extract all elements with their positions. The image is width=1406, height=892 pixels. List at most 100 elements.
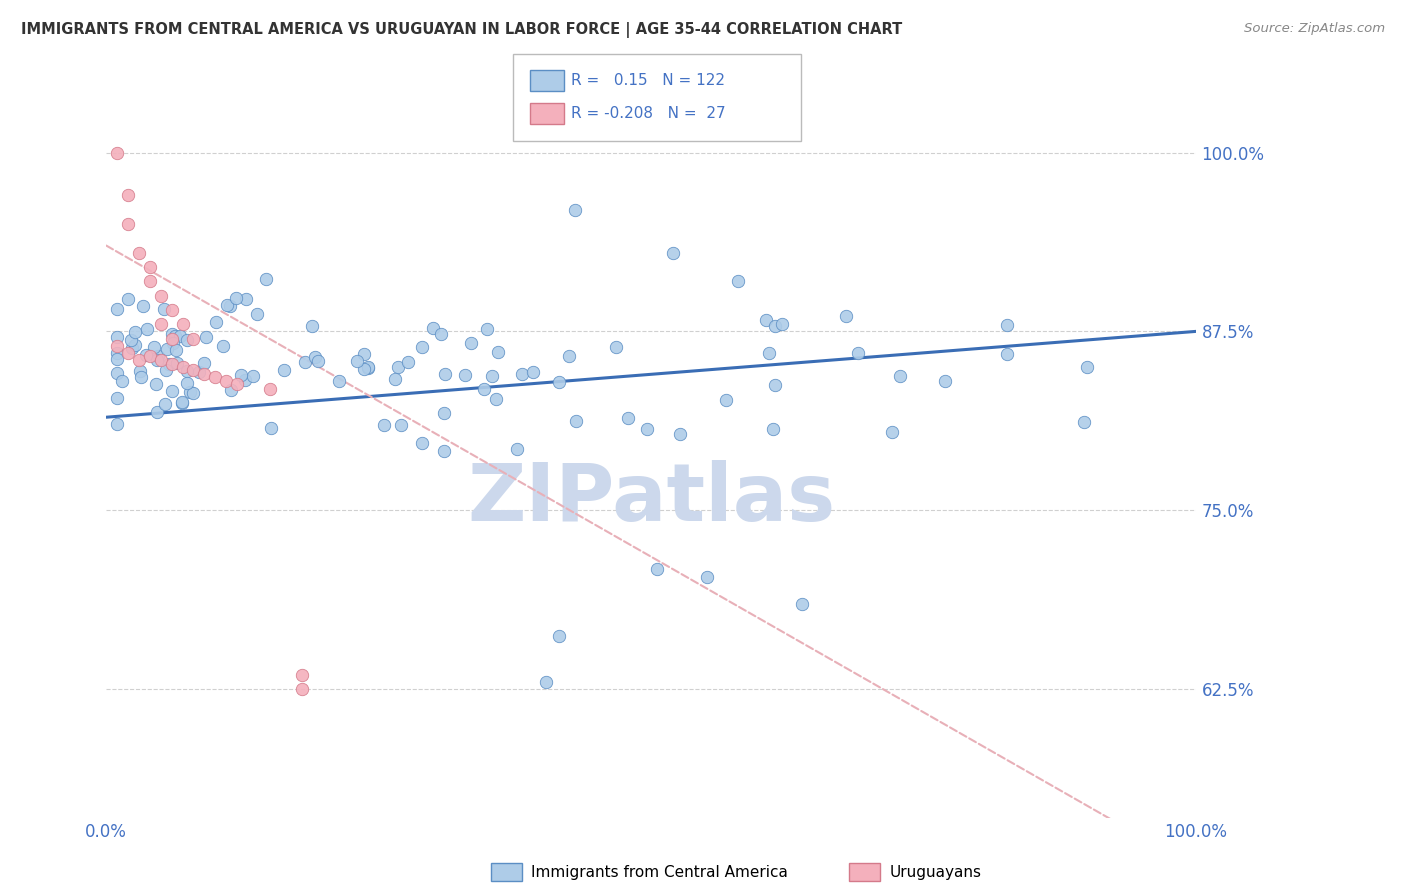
Point bbox=[169, 328, 191, 343]
Point bbox=[792, 597, 814, 611]
Point bbox=[763, 378, 786, 392]
Point bbox=[219, 300, 242, 314]
Point bbox=[254, 272, 277, 286]
Point bbox=[146, 353, 169, 368]
Point bbox=[117, 188, 139, 202]
Point bbox=[215, 298, 238, 312]
Point bbox=[934, 375, 956, 389]
Point bbox=[187, 365, 209, 379]
Point bbox=[548, 629, 571, 643]
Point bbox=[434, 367, 457, 381]
Point bbox=[727, 274, 749, 288]
Point bbox=[565, 414, 588, 428]
Point bbox=[183, 332, 205, 346]
Point bbox=[124, 325, 146, 339]
Point bbox=[172, 318, 194, 332]
Point bbox=[176, 364, 198, 378]
Point bbox=[433, 406, 456, 420]
Point bbox=[846, 346, 869, 360]
Point bbox=[997, 347, 1019, 361]
Point bbox=[170, 395, 193, 409]
Point bbox=[889, 368, 911, 383]
Point bbox=[433, 444, 456, 458]
Point bbox=[242, 369, 264, 384]
Point bbox=[1076, 360, 1098, 375]
Point bbox=[105, 417, 128, 431]
Text: R =   0.15   N = 122: R = 0.15 N = 122 bbox=[571, 73, 725, 87]
Point bbox=[294, 355, 316, 369]
Point bbox=[121, 341, 143, 355]
Point bbox=[153, 397, 176, 411]
Point bbox=[304, 350, 326, 364]
Point bbox=[356, 359, 378, 374]
Point bbox=[353, 361, 375, 376]
Point bbox=[131, 370, 153, 384]
Point bbox=[472, 382, 495, 396]
Point bbox=[460, 335, 482, 350]
Point bbox=[215, 375, 238, 389]
Point bbox=[172, 360, 194, 375]
Point bbox=[662, 245, 685, 260]
Point bbox=[454, 368, 477, 382]
Point bbox=[221, 384, 243, 398]
Point bbox=[246, 307, 269, 321]
Point bbox=[389, 417, 412, 432]
Point bbox=[128, 245, 150, 260]
Point bbox=[124, 338, 146, 352]
Point bbox=[696, 569, 718, 583]
Point bbox=[105, 391, 128, 405]
Point bbox=[105, 145, 128, 160]
Point bbox=[995, 318, 1018, 333]
Point bbox=[105, 339, 128, 353]
Point bbox=[485, 392, 508, 406]
Point bbox=[153, 301, 176, 316]
Point bbox=[422, 321, 444, 335]
Point bbox=[128, 353, 150, 368]
Point bbox=[105, 346, 128, 360]
Point bbox=[373, 417, 395, 432]
Point bbox=[534, 675, 557, 690]
Point bbox=[176, 376, 198, 391]
Point bbox=[273, 363, 295, 377]
Point bbox=[149, 288, 172, 302]
Text: Immigrants from Central America: Immigrants from Central America bbox=[531, 865, 789, 880]
Point bbox=[328, 374, 350, 388]
Point bbox=[149, 353, 172, 368]
Point bbox=[117, 346, 139, 360]
Point bbox=[291, 681, 314, 696]
Point bbox=[357, 360, 380, 375]
Point bbox=[160, 332, 183, 346]
Point bbox=[111, 374, 134, 388]
Point bbox=[170, 395, 193, 409]
Point bbox=[605, 340, 627, 354]
Point bbox=[645, 561, 668, 575]
Point bbox=[195, 329, 218, 343]
Point bbox=[136, 322, 159, 336]
Point bbox=[1073, 415, 1095, 429]
Point bbox=[129, 364, 152, 378]
Point bbox=[117, 292, 139, 306]
Point bbox=[183, 363, 205, 377]
Point bbox=[229, 368, 252, 383]
Point bbox=[155, 363, 177, 377]
Point bbox=[353, 347, 375, 361]
Point bbox=[193, 356, 215, 370]
Point bbox=[142, 340, 165, 354]
Point bbox=[105, 330, 128, 344]
Point bbox=[139, 260, 162, 274]
Point bbox=[179, 384, 201, 399]
Point bbox=[117, 217, 139, 231]
Point bbox=[149, 318, 172, 332]
Point bbox=[882, 425, 904, 440]
Point bbox=[139, 349, 162, 363]
Point bbox=[301, 318, 323, 333]
Point bbox=[564, 202, 586, 217]
Point bbox=[763, 319, 786, 334]
Point bbox=[132, 299, 155, 313]
Point bbox=[758, 345, 780, 359]
Point bbox=[755, 312, 778, 326]
Point bbox=[291, 667, 314, 681]
Text: ZIPatlas: ZIPatlas bbox=[467, 460, 835, 539]
Point bbox=[160, 326, 183, 341]
Point bbox=[384, 372, 406, 386]
